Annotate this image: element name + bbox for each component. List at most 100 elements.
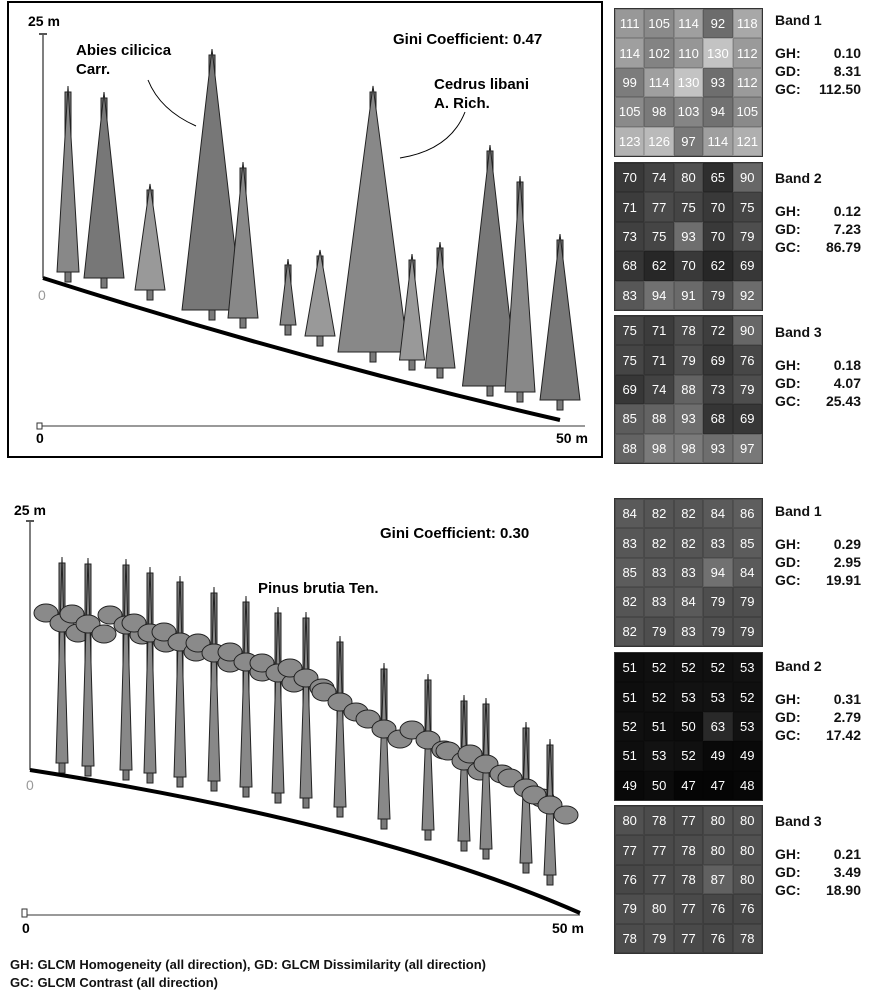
pixel-cell: 69 [615, 374, 645, 405]
gh-value: 0.29 [833, 536, 861, 552]
pixel-cell: 83 [615, 528, 645, 558]
pixel-cell: 82 [644, 499, 674, 529]
tree-crown [398, 253, 426, 361]
pixel-cell: 94 [703, 97, 733, 127]
pixel-cell: 83 [644, 557, 674, 588]
tree-crown [279, 258, 297, 326]
gc-label: GC: [775, 239, 801, 255]
pixel-grid-6: 80 78 77 80 80 77 77 78 80 80 76 77 78 87 80 79 80 77 76 76… [614, 805, 763, 954]
pixel-cell: 69 [732, 404, 762, 434]
tree-crown [337, 85, 409, 353]
pine-foliage [91, 624, 117, 644]
gh-label: GH: [775, 691, 801, 707]
pixel-cell: 74 [644, 163, 674, 193]
pixel-cell: 80 [732, 864, 762, 895]
pixel-cell: 80 [703, 835, 733, 865]
pixel-cell: 121 [732, 126, 762, 156]
pixel-cell: 94 [644, 280, 674, 310]
pixel-cell: 93 [703, 433, 733, 463]
pixel-cell: 102 [644, 38, 674, 68]
pixel-cell: 99 [615, 67, 645, 98]
gd-value: 7.23 [833, 221, 861, 237]
pixel-cell: 79 [615, 894, 645, 924]
pixel-cell: 75 [615, 345, 645, 375]
pixel-cell: 75 [615, 316, 645, 346]
pixel-cell: 78 [673, 864, 704, 895]
pixel-cell: 51 [615, 682, 645, 712]
pixel-cell: 130 [673, 67, 704, 98]
ground-slope [29, 768, 581, 915]
gh-value: 0.10 [833, 45, 861, 61]
pixel-cell: 77 [644, 835, 674, 865]
pixel-cell: 97 [673, 126, 704, 156]
leader-abies [147, 79, 197, 127]
gini-coefficient-2: Gini Coefficient: 0.30 [380, 525, 529, 542]
pixel-cell: 79 [644, 616, 674, 646]
tree-crown [421, 673, 435, 831]
pixel-cell: 78 [615, 923, 645, 953]
pixel-cell: 110 [673, 38, 704, 68]
species-label-pinus: Pinus brutia Ten. [258, 580, 379, 597]
pixel-cell: 52 [615, 711, 645, 742]
species-label-abies-2: Carr. [76, 61, 110, 78]
gd-value: 3.49 [833, 864, 861, 880]
pixel-cell: 50 [673, 711, 704, 742]
pixel-cell: 87 [703, 864, 733, 895]
pixel-cell: 73 [703, 374, 733, 405]
pixel-cell: 79 [732, 587, 762, 617]
distance-axis-start: 0 [36, 430, 44, 446]
pixel-cell: 85 [615, 557, 645, 588]
pixel-cell: 71 [644, 345, 674, 375]
gc-value: 19.91 [825, 572, 861, 588]
tree-crown [207, 586, 221, 782]
tree-crown [134, 183, 166, 291]
pixel-cell: 105 [732, 97, 762, 127]
pixel-cell: 76 [615, 864, 645, 895]
pixel-cell: 84 [673, 587, 704, 617]
band-title: Band 1 [775, 12, 822, 28]
pixel-cell: 126 [644, 126, 674, 156]
pixel-cell: 65 [703, 163, 733, 193]
distance-axis-start: 0 [22, 920, 30, 935]
pixel-cell: 114 [644, 67, 674, 98]
pixel-cell: 123 [615, 126, 645, 156]
pixel-cell: 51 [644, 711, 674, 742]
pixel-cell: 90 [732, 163, 762, 193]
height-axis-top-label: 25 m [14, 502, 46, 518]
pixel-cell: 49 [732, 741, 762, 771]
tree-crown [424, 241, 456, 369]
pixel-cell: 72 [703, 316, 733, 346]
pixel-cell: 47 [703, 770, 733, 800]
pixel-cell: 53 [673, 682, 704, 712]
pixel-cell: 48 [732, 770, 762, 800]
pixel-cell: 130 [703, 38, 733, 68]
pixel-cell: 85 [615, 404, 645, 434]
pixel-cell: 80 [732, 806, 762, 836]
footnote: GH: GLCM Homogeneity (all direction), GD… [10, 956, 486, 992]
gd-label: GD: [775, 864, 801, 880]
tree-crown [461, 144, 519, 387]
pixel-cell: 73 [615, 221, 645, 252]
pixel-cell: 77 [673, 894, 704, 924]
band-title: Band 3 [775, 324, 822, 340]
gh-value: 0.18 [833, 357, 861, 373]
pixel-cell: 112 [732, 38, 762, 68]
band-stats-4: Band 1 GH: 0.29 GD: 2.95 GC: 19.91 [775, 503, 869, 589]
pixel-cell: 93 [673, 221, 704, 252]
tree-crown [239, 595, 253, 788]
band-title: Band 2 [775, 658, 822, 674]
pixel-cell: 76 [703, 923, 733, 953]
footnote-line-1: GH: GLCM Homogeneity (all direction), GD… [10, 957, 486, 972]
pixel-cell: 53 [644, 741, 674, 771]
gd-label: GD: [775, 375, 801, 391]
stand-illustration-2: 25 m 0 0 50 m Gini Coefficient: 0.30 Pin… [14, 502, 584, 935]
pixel-cell: 52 [644, 653, 674, 683]
pixel-cell: 80 [615, 806, 645, 836]
pixel-cell: 79 [703, 280, 733, 310]
pixel-cell: 82 [615, 616, 645, 646]
pixel-cell: 84 [615, 499, 645, 529]
ground-slope [42, 276, 561, 422]
tree-crown [271, 606, 285, 794]
pixel-cell: 92 [703, 9, 733, 39]
height-axis-top-label: 25 m [28, 13, 60, 29]
